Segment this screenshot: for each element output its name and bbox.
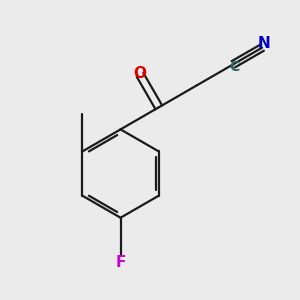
Text: N: N — [257, 36, 270, 51]
Text: O: O — [134, 66, 146, 81]
Text: F: F — [116, 255, 126, 270]
Text: C: C — [230, 60, 240, 74]
